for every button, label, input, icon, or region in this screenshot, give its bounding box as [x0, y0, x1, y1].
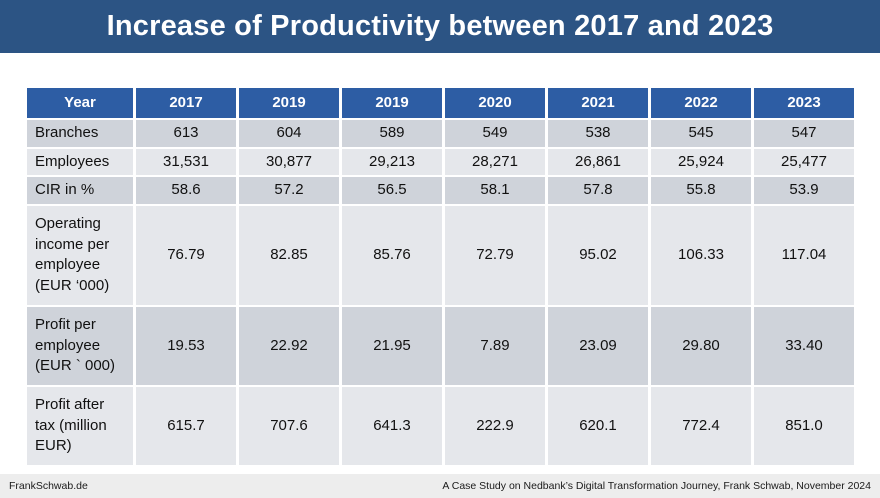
table-row-branches: Branches 613 604 589 549 538 545 547: [27, 120, 854, 147]
column-header-2023: 2023: [754, 88, 854, 118]
footer-attribution: A Case Study on Nedbank’s Digital Transf…: [442, 480, 871, 492]
table-cell: 30,877: [239, 148, 339, 176]
table-cell: 615.7: [136, 386, 236, 465]
table-row-operating-income: Operating income per employee (EUR ‘000)…: [27, 206, 854, 305]
table-cell: 545: [651, 120, 751, 147]
column-header-2021: 2021: [548, 88, 648, 118]
table-header-row: Year 2017 2019 2019 2020 2021 2022 2023: [27, 88, 854, 118]
table-cell: 95.02: [548, 206, 648, 305]
row-label: Profit after tax (million EUR): [27, 386, 133, 465]
row-label: Employees: [27, 148, 133, 176]
table-cell: 82.85: [239, 206, 339, 305]
table-cell: 85.76: [342, 206, 442, 305]
row-label: Operating income per employee (EUR ‘000): [27, 206, 133, 305]
table-cell: 851.0: [754, 386, 854, 465]
table-cell: 25,477: [754, 148, 854, 176]
table-cell: 58.1: [445, 177, 545, 205]
table-cell: 29,213: [342, 148, 442, 176]
column-header-year: Year: [27, 88, 133, 118]
column-header-2017: 2017: [136, 88, 236, 118]
column-header-2022: 2022: [651, 88, 751, 118]
table-cell: 222.9: [445, 386, 545, 465]
table-cell: 33.40: [754, 306, 854, 385]
column-header-2019a: 2019: [239, 88, 339, 118]
table-row-profit-per-employee: Profit per employee (EUR ` 000) 19.53 22…: [27, 306, 854, 385]
table-cell: 707.6: [239, 386, 339, 465]
productivity-table: Year 2017 2019 2019 2020 2021 2022 2023 …: [24, 86, 857, 467]
table-cell: 620.1: [548, 386, 648, 465]
table-cell: 547: [754, 120, 854, 147]
table-cell: 58.6: [136, 177, 236, 205]
table-cell: 106.33: [651, 206, 751, 305]
column-header-2020: 2020: [445, 88, 545, 118]
table-cell: 72.79: [445, 206, 545, 305]
footer-site-label: FrankSchwab.de: [9, 480, 88, 492]
table-cell: 21.95: [342, 306, 442, 385]
table-cell: 31,531: [136, 148, 236, 176]
table-cell: 56.5: [342, 177, 442, 205]
footer-bar: FrankSchwab.de A Case Study on Nedbank’s…: [0, 474, 880, 498]
table-cell: 7.89: [445, 306, 545, 385]
table-cell: 53.9: [754, 177, 854, 205]
table-cell: 57.2: [239, 177, 339, 205]
table-cell: 604: [239, 120, 339, 147]
table-cell: 613: [136, 120, 236, 147]
table-row-profit-after-tax: Profit after tax (million EUR) 615.7 707…: [27, 386, 854, 465]
table-cell: 538: [548, 120, 648, 147]
table-cell: 76.79: [136, 206, 236, 305]
row-label: Branches: [27, 120, 133, 147]
table-cell: 29.80: [651, 306, 751, 385]
row-label: CIR in %: [27, 177, 133, 205]
table-cell: 25,924: [651, 148, 751, 176]
table-cell: 117.04: [754, 206, 854, 305]
table-row-cir: CIR in % 58.6 57.2 56.5 58.1 57.8 55.8 5…: [27, 177, 854, 205]
table-cell: 26,861: [548, 148, 648, 176]
table-cell: 19.53: [136, 306, 236, 385]
table-cell: 23.09: [548, 306, 648, 385]
title-bar: Increase of Productivity between 2017 an…: [0, 0, 880, 53]
page-title: Increase of Productivity between 2017 an…: [106, 10, 774, 42]
table-cell: 57.8: [548, 177, 648, 205]
row-label: Profit per employee (EUR ` 000): [27, 306, 133, 385]
table-cell: 28,271: [445, 148, 545, 176]
column-header-2019b: 2019: [342, 88, 442, 118]
table-row-employees: Employees 31,531 30,877 29,213 28,271 26…: [27, 148, 854, 176]
table-cell: 641.3: [342, 386, 442, 465]
table-cell: 589: [342, 120, 442, 147]
table-cell: 55.8: [651, 177, 751, 205]
table-cell: 22.92: [239, 306, 339, 385]
table-cell: 549: [445, 120, 545, 147]
table-cell: 772.4: [651, 386, 751, 465]
